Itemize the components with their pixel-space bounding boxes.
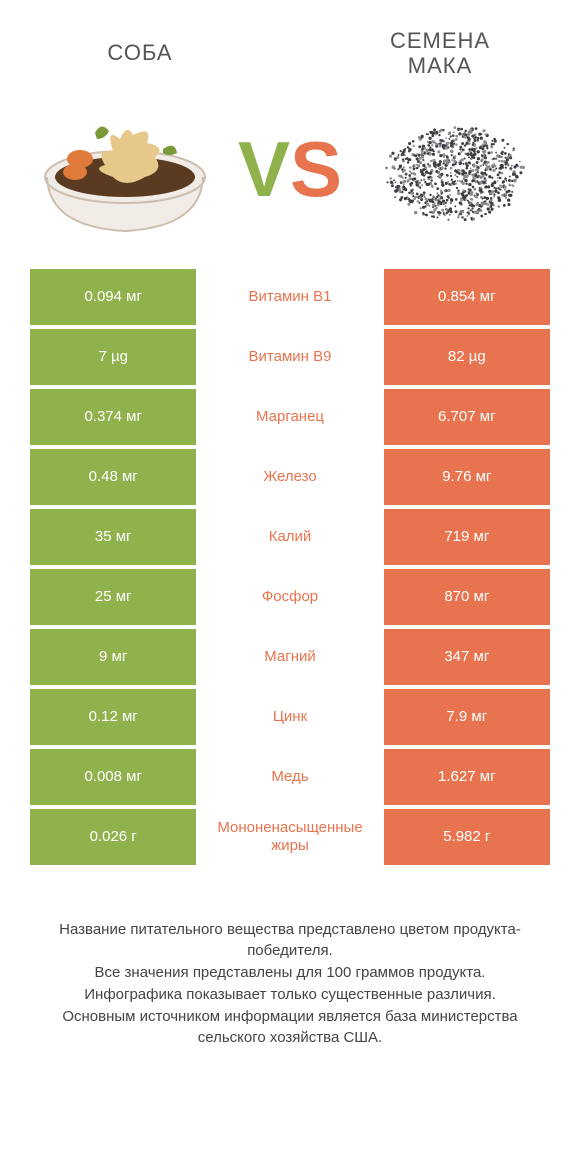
- left-value-cell: 35 мг: [30, 509, 196, 565]
- table-row: 0.094 мгВитамин В10.854 мг: [30, 269, 550, 325]
- left-value-cell: 0.008 мг: [30, 749, 196, 805]
- table-row: 0.48 мгЖелезо9.76 мг: [30, 449, 550, 505]
- right-product-title: СЕМЕНА МАКА: [320, 28, 560, 79]
- left-value-cell: 25 мг: [30, 569, 196, 625]
- nutrient-name-cell: Марганец: [196, 389, 383, 445]
- right-product-title-col: СЕМЕНА МАКА: [320, 28, 560, 79]
- table-row: 9 мгМагний347 мг: [30, 629, 550, 685]
- nutrient-name-cell: Железо: [196, 449, 383, 505]
- right-value-cell: 6.707 мг: [384, 389, 550, 445]
- right-value-cell: 0.854 мг: [384, 269, 550, 325]
- nutrient-name-cell: Фосфор: [196, 569, 383, 625]
- table-row: 25 мгФосфор870 мг: [30, 569, 550, 625]
- vs-label-col: VS: [230, 130, 350, 208]
- right-value-cell: 719 мг: [384, 509, 550, 565]
- nutrient-name-cell: Медь: [196, 749, 383, 805]
- footer-line-4: Основным источником информации является …: [30, 1006, 550, 1050]
- footer-text: Название питательного вещества представл…: [0, 869, 580, 1050]
- image-row: VS: [0, 89, 580, 269]
- table-row: 7 µgВитамин В982 µg: [30, 329, 550, 385]
- left-value-cell: 0.094 мг: [30, 269, 196, 325]
- right-value-cell: 9.76 мг: [384, 449, 550, 505]
- left-value-cell: 0.026 г: [30, 809, 196, 865]
- footer-line-3: Инфографика показывает только существенн…: [30, 984, 550, 1006]
- left-image-col: [20, 99, 230, 239]
- table-row: 0.374 мгМарганец6.707 мг: [30, 389, 550, 445]
- soba-bowl-icon: [35, 99, 215, 239]
- right-value-cell: 347 мг: [384, 629, 550, 685]
- vs-letter-s: S: [290, 130, 342, 208]
- left-value-cell: 0.48 мг: [30, 449, 196, 505]
- right-product-title-l2: МАКА: [408, 53, 473, 78]
- poppy-seeds-icon: [370, 99, 540, 239]
- right-value-cell: 7.9 мг: [384, 689, 550, 745]
- nutrient-name-cell: Цинк: [196, 689, 383, 745]
- comparison-table: 0.094 мгВитамин В10.854 мг7 µgВитамин В9…: [0, 269, 580, 869]
- nutrient-name-cell: Калий: [196, 509, 383, 565]
- right-value-cell: 5.982 г: [384, 809, 550, 865]
- right-value-cell: 82 µg: [384, 329, 550, 385]
- right-value-cell: 1.627 мг: [384, 749, 550, 805]
- nutrient-name-cell: Витамин В9: [196, 329, 383, 385]
- table-row: 0.026 гМононенасыщенные жиры5.982 г: [30, 809, 550, 865]
- left-value-cell: 9 мг: [30, 629, 196, 685]
- left-value-cell: 7 µg: [30, 329, 196, 385]
- left-value-cell: 0.374 мг: [30, 389, 196, 445]
- right-product-title-l1: СЕМЕНА: [390, 28, 490, 53]
- left-product-title: СОБА: [20, 40, 260, 66]
- table-row: 0.008 мгМедь1.627 мг: [30, 749, 550, 805]
- table-row: 35 мгКалий719 мг: [30, 509, 550, 565]
- nutrient-name-cell: Витамин В1: [196, 269, 383, 325]
- nutrient-name-cell: Мононенасыщенные жиры: [196, 809, 383, 865]
- vs-letter-v: V: [238, 130, 290, 208]
- footer-line-2: Все значения представлены для 100 граммо…: [30, 962, 550, 984]
- right-image-col: [350, 99, 560, 239]
- nutrient-name-cell: Магний: [196, 629, 383, 685]
- table-row: 0.12 мгЦинк7.9 мг: [30, 689, 550, 745]
- left-value-cell: 0.12 мг: [30, 689, 196, 745]
- right-value-cell: 870 мг: [384, 569, 550, 625]
- header-row: СОБА СЕМЕНА МАКА: [0, 0, 580, 89]
- left-product-title-col: СОБА: [20, 40, 260, 66]
- footer-line-1: Название питательного вещества представл…: [30, 919, 550, 963]
